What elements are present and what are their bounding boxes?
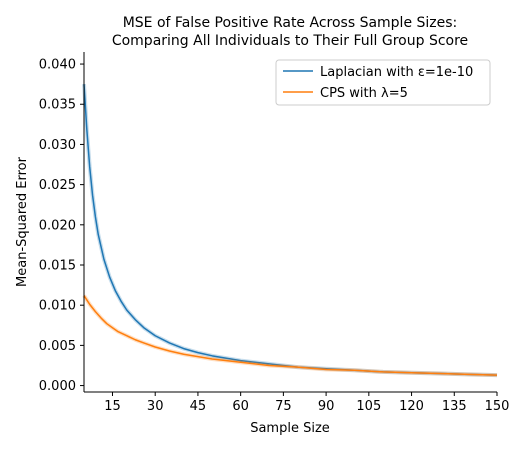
y-ticks: 0.000 0.005 0.010 0.015 0.020 0.025 0.030 0.035… [39,58,84,394]
x-tick-label: 45 [190,399,207,414]
y-axis-label: Mean-Squared Error [15,156,30,287]
legend: Laplacian with ε=1e-10 CPS with λ=5 [275,59,491,106]
plot-area [82,84,498,378]
y-tick-label: 0.000 [39,379,76,394]
y-tick-label: 0.005 [39,339,76,354]
y-tick-label: 0.015 [39,259,76,274]
y-tick-label: 0.010 [39,299,76,314]
y-tick-label: 0.040 [39,58,76,73]
y-tick-label: 0.030 [39,138,76,153]
x-tick-label: 90 [318,399,335,414]
x-tick-label: 105 [356,399,381,414]
y-tick-label: 0.025 [39,178,76,193]
x-tick-label: 75 [275,399,292,414]
chart-title-line1: MSE of False Positive Rate Across Sample… [123,15,458,31]
y-tick-label: 0.035 [39,98,76,113]
legend-frame [275,59,491,106]
series-band-0 [82,84,498,378]
legend-label-laplacian: Laplacian with ε=1e-10 [320,65,473,80]
series-band-1 [82,294,498,378]
x-tick-label: 150 [485,399,510,414]
legend-label-cps: CPS with λ=5 [320,86,408,101]
x-tick-label: 60 [232,399,249,414]
chart-title-line2: Comparing All Individuals to Their Full … [112,33,468,49]
y-tick-label: 0.020 [39,218,76,233]
x-ticks: 15 30 45 60 75 90 105 120 135 150 [104,392,509,414]
x-tick-label: 135 [442,399,467,414]
x-axis-label: Sample Size [250,421,330,436]
x-tick-label: 30 [147,399,164,414]
x-tick-label: 120 [399,399,424,414]
series-line-1 [83,295,498,376]
x-tick-label: 15 [104,399,121,414]
